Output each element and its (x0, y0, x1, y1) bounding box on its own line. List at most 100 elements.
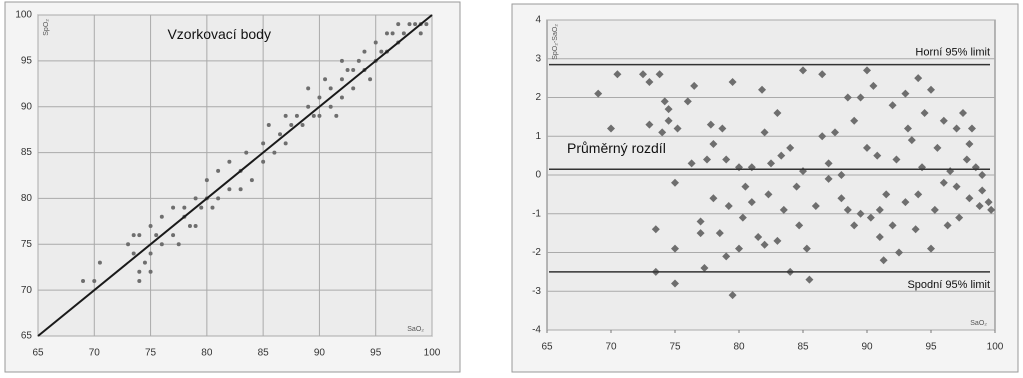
point (373, 40, 378, 45)
point (216, 168, 221, 173)
point (227, 159, 232, 164)
point (171, 233, 176, 238)
point (939, 178, 948, 187)
annotation: Vzorkovací body (167, 26, 271, 42)
x-axis-label: SaO₂ (407, 326, 424, 333)
point (856, 209, 865, 218)
point (645, 120, 654, 129)
point (639, 70, 647, 79)
point (959, 109, 967, 117)
point (148, 251, 153, 256)
point (920, 109, 929, 117)
point (927, 85, 935, 94)
point (735, 244, 743, 253)
point (933, 143, 942, 152)
point (294, 113, 299, 118)
point (696, 217, 705, 226)
point (92, 278, 97, 283)
point (97, 260, 102, 265)
y-tick-label: 85 (21, 147, 33, 158)
point (142, 260, 147, 265)
point (930, 205, 939, 214)
point (722, 252, 731, 261)
point (700, 264, 709, 272)
y-tick-label: 100 (15, 10, 32, 21)
point (843, 205, 852, 214)
point (317, 113, 322, 118)
point (283, 113, 288, 118)
point (131, 251, 136, 256)
point (824, 159, 833, 168)
point (911, 225, 920, 234)
point (738, 213, 747, 222)
point (362, 49, 367, 54)
point (671, 279, 679, 288)
x-tick-label: 95 (925, 342, 937, 353)
x-tick-label: 100 (987, 342, 1004, 353)
fit-line (37, 14, 433, 337)
x-tick-label: 90 (861, 342, 873, 353)
point (159, 242, 164, 247)
point (856, 93, 865, 102)
point (351, 86, 356, 91)
point (413, 22, 418, 27)
point (424, 22, 429, 27)
x-tick-label: 90 (314, 348, 326, 359)
point (965, 140, 974, 148)
y-tick-label: 95 (21, 55, 33, 66)
point (311, 113, 316, 118)
point (658, 128, 667, 137)
point (837, 171, 846, 179)
point (317, 95, 322, 100)
point (193, 223, 198, 228)
point (289, 123, 294, 128)
x-tick-label: 95 (370, 348, 382, 359)
reference-label: Průměrný rozdíl (567, 140, 666, 156)
point (879, 256, 888, 265)
point (673, 124, 682, 133)
y-tick-label: -3 (532, 286, 541, 297)
point (754, 233, 763, 241)
point (767, 159, 775, 168)
point (261, 141, 266, 146)
point (975, 202, 984, 210)
point (837, 194, 846, 203)
point (148, 223, 153, 228)
point (199, 205, 204, 210)
point (792, 182, 801, 191)
x-tick-label: 65 (541, 342, 553, 353)
x-tick-label: 70 (89, 348, 101, 359)
point (655, 70, 664, 79)
point (811, 202, 820, 210)
y-tick-label: 65 (21, 331, 33, 342)
point (760, 128, 769, 137)
point (914, 190, 923, 199)
point (216, 196, 221, 201)
point (607, 124, 615, 133)
y-tick-label: 70 (21, 285, 33, 296)
x-tick-label: 75 (145, 348, 157, 359)
point (888, 101, 897, 110)
y-tick-label: 3 (535, 53, 541, 64)
y-axis-label: SpO₂-SaO₂ (552, 24, 559, 60)
point (328, 104, 333, 109)
point (339, 58, 344, 63)
point (875, 205, 884, 214)
point (401, 31, 406, 36)
point (901, 89, 910, 98)
point (892, 155, 901, 164)
point (664, 116, 673, 125)
point (182, 205, 187, 210)
point (244, 150, 249, 155)
y-tick-label: 1 (535, 131, 541, 142)
y-tick-label: -4 (532, 325, 541, 336)
point (261, 159, 266, 164)
point (159, 214, 164, 219)
point (773, 109, 782, 117)
point (747, 198, 756, 207)
point (850, 221, 859, 230)
y-tick-label: 90 (21, 101, 33, 112)
point (943, 221, 952, 230)
point (863, 66, 871, 75)
point (323, 77, 328, 82)
